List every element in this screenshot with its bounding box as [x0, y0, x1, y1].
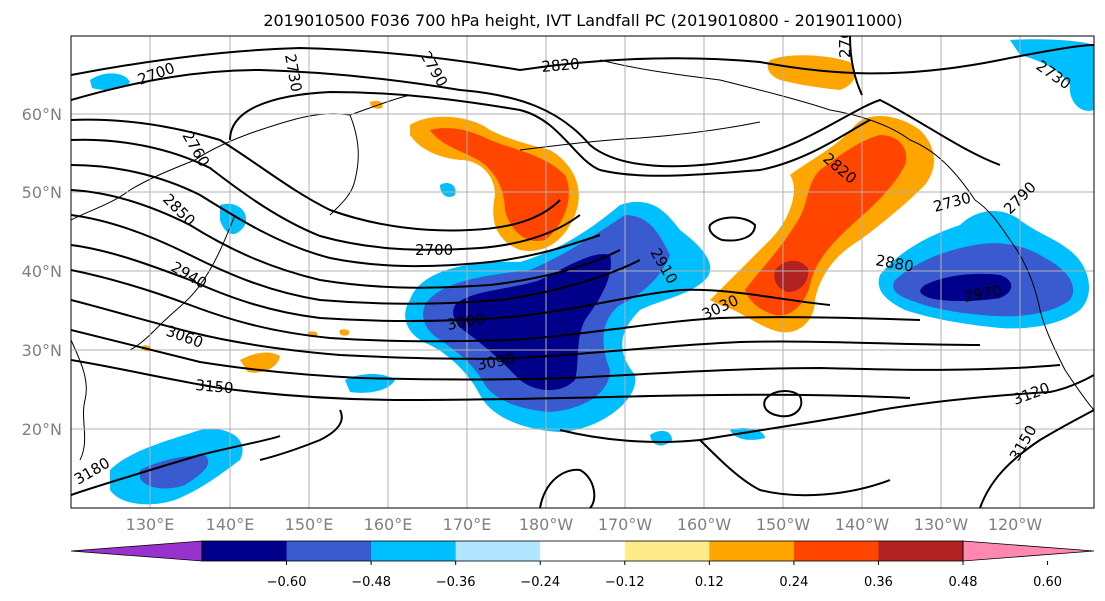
colorbar-ticks: −0.60 −0.48 −0.36 −0.24 −0.12 0.12 0.24 0.36 0.4…: [267, 561, 1062, 590]
positive-patch-northcoast: [767, 55, 856, 90]
coast-kamchatka: [329, 114, 359, 216]
colorbar-segment: [286, 541, 372, 561]
positive-region-bering-mid: [430, 128, 569, 241]
colorbar-tick-label: 0.12: [695, 575, 724, 590]
lon-label: 170°W: [598, 515, 653, 534]
lon-label: 130°W: [914, 515, 969, 534]
colorbar-tick-label: −0.60: [267, 575, 307, 590]
coast-alaska: [599, 59, 1011, 241]
negative-patch-ne: [1010, 39, 1094, 111]
contour-label: 2700: [415, 241, 453, 259]
contour-label: 2760: [836, 20, 854, 58]
gridlines: [71, 36, 1094, 508]
colorbar-segment: [455, 541, 541, 561]
map-title: 2019010500 F036 700 hPa height, IVT Land…: [263, 11, 902, 30]
negative-patch-dateline: [440, 183, 456, 197]
positive-patch-small3: [339, 329, 350, 336]
lat-label: 20°N: [22, 420, 62, 439]
lon-label: 150°E: [285, 515, 334, 534]
lon-label: 120°W: [988, 515, 1043, 534]
colorbar-tick-label: 0.36: [864, 575, 893, 590]
negative-patch-sw-mid: [140, 455, 209, 489]
colorbar-segment: [624, 541, 710, 561]
colorbar-segments: [202, 541, 964, 561]
coast-aleutians: [519, 121, 761, 151]
lon-label: 180°W: [519, 515, 574, 534]
colorbar-extend-right: [962, 540, 1095, 562]
coastlines: [71, 59, 1094, 461]
colorbar-tick-label: −0.48: [351, 575, 391, 590]
lon-label: 160°E: [364, 515, 413, 534]
colorbar-tick-label: 0.60: [1033, 575, 1062, 590]
lon-label: 130°E: [126, 515, 175, 534]
latitude-labels: 60°N 50°N 40°N 30°N 20°N: [22, 105, 62, 439]
colorbar-segment: [793, 541, 879, 561]
negative-region-east-core: [920, 273, 1012, 301]
lat-label: 30°N: [22, 341, 62, 360]
coast-china: [71, 339, 87, 461]
map-frame: [70, 35, 1095, 509]
contour-label: 2820: [541, 55, 581, 76]
colorbar-segment: [202, 541, 288, 561]
colorbar-tick-label: −0.12: [605, 575, 645, 590]
ivt-shading: [90, 39, 1094, 505]
lat-label: 60°N: [22, 105, 62, 124]
lon-label: 140°E: [206, 515, 255, 534]
height-contours: [71, 36, 1094, 508]
colorbar: −0.60 −0.48 −0.36 −0.24 −0.12 0.12 0.24 0.36 0.4…: [70, 540, 1095, 590]
lon-label: 150°W: [756, 515, 811, 534]
colorbar-tick-label: 0.24: [779, 575, 808, 590]
lat-label: 40°N: [22, 262, 62, 281]
colorbar-segment: [709, 541, 795, 561]
colorbar-tick-label: 0.48: [949, 575, 978, 590]
negative-patch-nw: [90, 73, 130, 90]
lon-label: 170°E: [443, 515, 492, 534]
coast-na-west: [1009, 239, 1094, 411]
lat-label: 50°N: [22, 183, 62, 202]
longitude-labels: 130°E 140°E 150°E 160°E 170°E 180°W 170°…: [126, 515, 1043, 534]
negative-region-central-core: [453, 254, 611, 391]
lon-label: 140°W: [835, 515, 890, 534]
colorbar-tick-label: −0.36: [436, 575, 476, 590]
lon-label: 160°W: [677, 515, 732, 534]
colorbar-tick-label: −0.24: [520, 575, 560, 590]
map-area: 2700 2730 2790 2820 2760 2730 2760 2850 …: [71, 20, 1094, 508]
colorbar-segment: [371, 541, 457, 561]
contour-label: 3150: [195, 376, 235, 397]
colorbar-segment: [878, 541, 964, 561]
colorbar-segment: [540, 541, 626, 561]
positive-patch-japan-sea: [240, 352, 280, 373]
colorbar-outline: [201, 540, 964, 562]
colorbar-extend-left: [70, 540, 203, 562]
